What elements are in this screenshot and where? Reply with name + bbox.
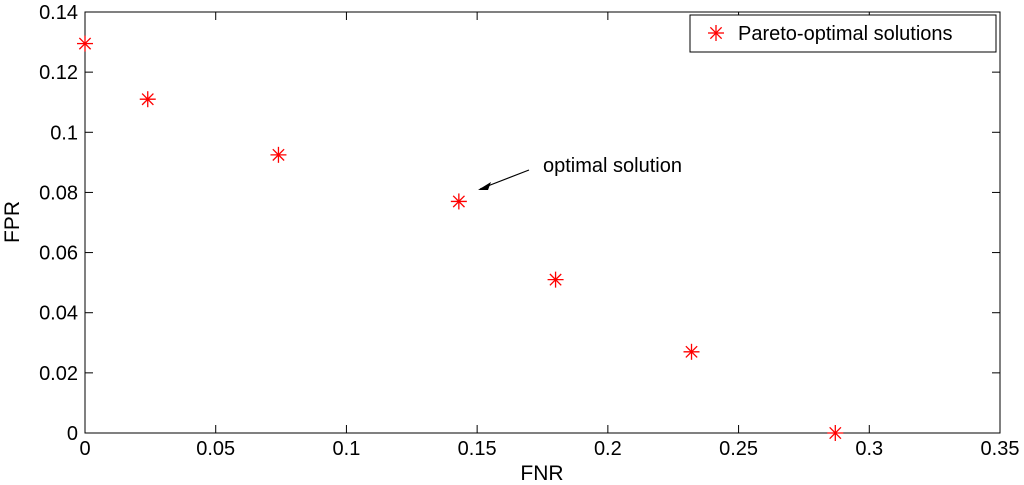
- y-tick-label: 0: [67, 423, 78, 445]
- plot-area: [84, 11, 1001, 434]
- x-tick-label: 0.1: [333, 438, 361, 460]
- x-tick-label: 0.25: [719, 438, 758, 460]
- legend-marker: [708, 25, 724, 41]
- data-point: [683, 343, 700, 360]
- y-tick-label: 0.14: [39, 2, 78, 24]
- annotation: optimal solution: [478, 155, 682, 190]
- x-axis-label: FNR: [520, 462, 563, 485]
- y-tick-label: 0.08: [39, 182, 78, 204]
- legend-label: Pareto-optimal solutions: [738, 23, 953, 45]
- y-tick-label: 0.06: [39, 243, 78, 265]
- legend-asterisk-icon: [708, 25, 724, 41]
- legend-box: [689, 14, 997, 53]
- legend: Pareto-optimal solutions: [689, 14, 997, 53]
- data-point: [827, 425, 844, 441]
- data-points: [77, 35, 844, 441]
- data-point: [450, 193, 467, 210]
- data-point: [270, 146, 287, 163]
- y-tick-label: 0.02: [39, 363, 78, 385]
- y-axis-ticks: 0 0.02 0.04 0.06 0.08 0.1 0.12 0.14: [39, 2, 1000, 445]
- x-tick-label: 0.15: [458, 438, 497, 460]
- annotation-arrow-head: [478, 182, 491, 190]
- x-tick-label: 0: [79, 438, 90, 460]
- y-tick-label: 0.04: [39, 303, 78, 325]
- x-tick-label: 0.3: [855, 438, 883, 460]
- data-point: [547, 271, 564, 288]
- x-tick-label: 0.2: [594, 438, 622, 460]
- x-tick-label: 0.05: [196, 438, 235, 460]
- data-point: [139, 91, 156, 108]
- y-tick-label: 0.12: [39, 62, 78, 84]
- x-tick-label: 0.35: [981, 438, 1020, 460]
- annotation-label: optimal solution: [543, 155, 682, 177]
- y-axis-label: FPR: [1, 201, 24, 243]
- x-axis-ticks: 0 0.05 0.1 0.15 0.2 0.25 0.3 0.35: [79, 12, 1019, 460]
- y-tick-label: 0.1: [50, 122, 78, 144]
- data-point: [77, 35, 93, 52]
